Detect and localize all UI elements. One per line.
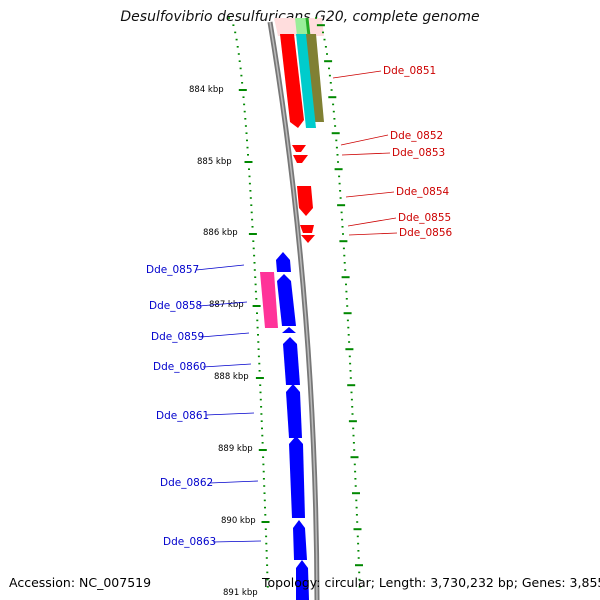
leader-dde-0853	[341, 152, 391, 156]
leader-dde-0851	[332, 70, 382, 79]
leader-dde-0857	[195, 264, 245, 271]
leader-dde-0862	[209, 480, 259, 484]
leader-dde-0859	[200, 332, 250, 338]
topology-text: Topology: circular; Length: 3,730,232 bp…	[262, 575, 600, 590]
scale-label-885: 885 kbp	[197, 157, 232, 167]
gene-arrow-dde-0863[interactable]	[293, 520, 307, 560]
outer-tick-track	[315, 17, 363, 588]
label-dde-0853[interactable]: Dde_0853	[392, 147, 445, 159]
leader-dde-0858	[198, 301, 248, 307]
scale-label-888: 888 kbp	[214, 372, 249, 382]
gene-arrow-dde-0861[interactable]	[286, 384, 302, 438]
leader-dde-0860	[202, 363, 252, 368]
label-dde-0860[interactable]: Dde_0860	[153, 361, 206, 373]
label-dde-0862[interactable]: Dde_0862	[160, 477, 213, 489]
leader-dde-0856	[348, 232, 398, 236]
leader-dde-0861	[205, 412, 255, 416]
gene-arrow-dde-0859[interactable]	[282, 327, 296, 333]
gene-arrow-dde-0854[interactable]	[297, 186, 313, 216]
leader-dde-0852	[340, 134, 389, 146]
gene-arrow-dde-0856[interactable]	[301, 235, 315, 243]
feature-cyan	[296, 34, 316, 128]
label-dde-0852[interactable]: Dde_0852	[390, 130, 443, 142]
feature-pink[interactable]	[260, 272, 278, 328]
leader-dde-0854	[345, 191, 395, 198]
leader-dde-0855	[347, 217, 397, 227]
feature-green-edge	[305, 17, 311, 37]
label-dde-0859[interactable]: Dde_0859	[151, 331, 204, 343]
accession-text: Accession: NC_007519	[9, 575, 152, 590]
gene-arrow-dde-0860[interactable]	[283, 337, 300, 385]
scale-label-887: 887 kbp	[209, 300, 244, 310]
label-dde-0863[interactable]: Dde_0863	[163, 536, 216, 548]
scale-label-884: 884 kbp	[189, 85, 224, 95]
inner-tick-track	[228, 17, 270, 588]
label-dde-0857[interactable]: Dde_0857	[146, 264, 199, 276]
map-title: Desulfovibrio desulfuricans G20, complet…	[120, 9, 480, 25]
leader-dde-0863	[212, 540, 262, 543]
label-dde-0856[interactable]: Dde_0856	[399, 227, 453, 239]
gene-arrow-dde-0864[interactable]	[296, 560, 309, 600]
scale-label-891: 891 kbp	[223, 588, 258, 598]
genome-backbone-highlight	[269, 21, 318, 600]
gene-arrow-dde-0852[interactable]	[292, 145, 306, 152]
gene-arrow-dde-0858[interactable]	[277, 274, 296, 326]
feature-light-green	[295, 18, 308, 36]
label-dde-0855[interactable]: Dde_0855	[398, 212, 451, 224]
label-dde-0861[interactable]: Dde_0861	[156, 410, 209, 422]
gene-arrow-dde-0851[interactable]	[280, 34, 304, 128]
label-dde-0858[interactable]: Dde_0858	[149, 300, 202, 312]
gene-arrow-dde-0855[interactable]	[300, 225, 314, 233]
label-dde-0851[interactable]: Dde_0851	[383, 65, 436, 77]
scale-label-886: 886 kbp	[203, 228, 238, 238]
scale-label-890: 890 kbp	[221, 516, 256, 526]
gene-arrow-dde-0853[interactable]	[293, 155, 308, 163]
scale-label-889: 889 kbp	[218, 444, 253, 454]
gene-arrow-dde-0857[interactable]	[276, 252, 291, 272]
gene-arrow-dde-0862[interactable]	[289, 436, 305, 518]
feature-olive	[305, 34, 324, 122]
label-dde-0854[interactable]: Dde_0854	[396, 186, 450, 198]
